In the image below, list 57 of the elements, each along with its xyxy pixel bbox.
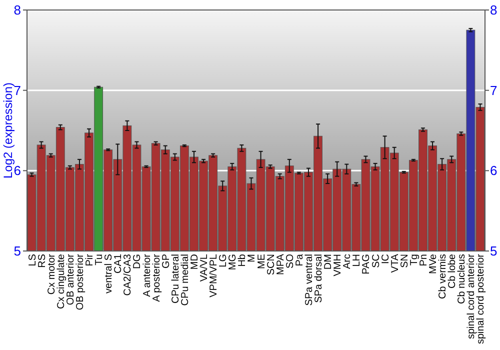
- x-tick-label: LS: [27, 254, 38, 266]
- x-tick-label: MD: [189, 254, 200, 270]
- x-tick-label: Tg: [408, 254, 420, 266]
- y-tick-label: 7: [14, 82, 21, 98]
- x-tick-label: Cx motor: [46, 253, 58, 295]
- x-tick-label: SCN: [266, 254, 277, 276]
- x-tick-label: CPu lateral: [170, 254, 182, 304]
- y2-tick-label: 6: [490, 163, 498, 178]
- x-tick-label: Pn: [418, 254, 430, 266]
- x-tick-label: ME: [256, 254, 268, 269]
- x-tick-label: Pa: [294, 254, 306, 266]
- x-tick-label: M: [246, 254, 258, 262]
- x-tick-label: CPu medial: [180, 254, 191, 306]
- x-tick-label: GP: [160, 254, 172, 268]
- x-tick-label: VMH: [332, 254, 344, 276]
- x-tick-label: spinal cord anterior: [466, 253, 478, 340]
- y2-tick-label: 5: [490, 244, 498, 259]
- y2-tick-label: 7: [490, 82, 498, 98]
- x-tick-label: SC: [370, 254, 382, 268]
- x-tick-label: CA1: [113, 254, 124, 274]
- x-tick-label: spinal cord posterior: [476, 253, 487, 344]
- x-tick-label: Cb nucleus: [456, 254, 468, 304]
- x-tick-label: MG: [228, 254, 239, 270]
- x-tick-label: PAG: [361, 254, 372, 274]
- x-tick-label: DG: [132, 254, 144, 269]
- x-tick-label: ventral S: [104, 254, 115, 294]
- x-tick-label: OB anterior: [65, 253, 76, 306]
- x-tick-label: Pir: [84, 253, 96, 266]
- y-tick-label: 5: [14, 244, 21, 259]
- y-tick-label: 6: [14, 163, 21, 178]
- y-tick-label: 8: [14, 2, 21, 18]
- x-tick-label: SN: [399, 254, 410, 268]
- x-tick-label: A anterior: [142, 253, 153, 297]
- x-tick-label: A posterior: [151, 253, 162, 302]
- x-tick-label: VA/VL: [199, 254, 210, 282]
- x-tick-label: LG: [218, 254, 230, 268]
- x-tick-label: Cb vermis: [438, 254, 449, 300]
- x-tick-label: CA2/CA3: [122, 254, 134, 296]
- y2-tick-label: 8: [490, 2, 498, 18]
- x-tick-label: Cx cingulate: [56, 254, 67, 310]
- x-tick-label: Hb: [237, 254, 248, 267]
- x-tick-label: MPA: [275, 254, 286, 275]
- x-tick-label: VPM/VPL: [208, 254, 220, 298]
- x-tick-label: MVe: [428, 254, 440, 274]
- x-tick-label: SO: [284, 254, 296, 268]
- x-tick-label: IC: [380, 254, 392, 264]
- x-tick-label: SPa dorsal: [314, 254, 325, 303]
- y-axis-title: Log2 (expression): [1, 82, 15, 179]
- x-tick-label: RS: [36, 254, 48, 268]
- x-tick-label: SPa ventral: [304, 254, 315, 306]
- x-tick-label: Arc: [342, 254, 354, 269]
- x-tick-label: Cb lobe: [447, 254, 458, 288]
- x-tick-label: VTA: [390, 254, 401, 273]
- x-tick-label: LH: [352, 254, 363, 267]
- x-tick-label: Tu: [94, 254, 106, 266]
- x-tick-label: DM: [323, 254, 334, 270]
- x-tick-label: OB posterior: [74, 253, 86, 310]
